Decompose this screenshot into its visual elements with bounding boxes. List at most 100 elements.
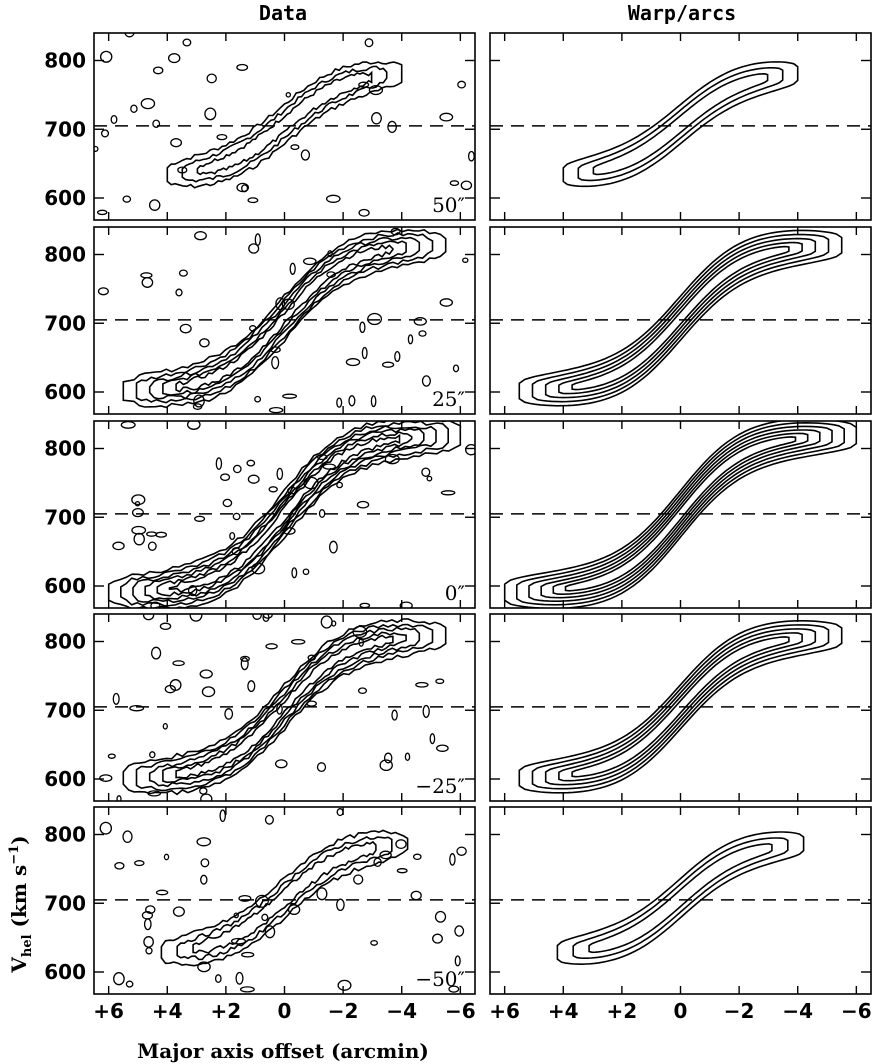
y-tick-label: 700 [44, 698, 86, 722]
noise-contour [134, 860, 145, 867]
noise-contour [130, 104, 138, 113]
contour-level-0 [166, 61, 403, 189]
noise-contour [381, 361, 395, 368]
noise-contour [383, 752, 393, 764]
noise-contour [170, 138, 183, 148]
noise-contour [287, 904, 301, 916]
contour-level-1 [181, 65, 388, 183]
noise-contour [222, 498, 233, 508]
noise-contour [246, 459, 256, 467]
contour-level-4 [571, 245, 790, 391]
noise-contour [262, 614, 273, 619]
noise-contour [252, 614, 262, 620]
noise-contour [432, 933, 443, 944]
x-tick-label: +6 [93, 999, 124, 1023]
noise-contour [456, 846, 467, 856]
noise-contour [140, 272, 153, 279]
contour-level-2 [192, 840, 377, 954]
noise-contour [131, 507, 144, 518]
noise-contour [247, 197, 259, 204]
noise-contour [421, 467, 431, 477]
y-tick-label: 700 [44, 117, 86, 141]
y-tick-label: 700 [44, 505, 86, 529]
noise-contour [439, 298, 454, 307]
noise-contour [422, 704, 430, 718]
noise-contour [113, 972, 125, 986]
noise-contour [320, 615, 333, 629]
x-axis-title: Major axis offset (arcmin) [137, 1039, 429, 1063]
noise-contour [345, 358, 361, 367]
contour-level-1 [577, 67, 784, 182]
noise-contour [224, 708, 234, 720]
noise-contour [358, 637, 365, 647]
noise-contour [99, 50, 113, 63]
noise-contour [229, 531, 236, 541]
noise-contour [247, 680, 256, 693]
noise-contour [182, 38, 192, 47]
noise-contour [379, 850, 392, 860]
contour-level-2 [588, 843, 773, 954]
noise-contour [325, 194, 341, 203]
noise-contour [265, 643, 278, 650]
noise-contour [251, 562, 266, 575]
contour-level-1 [531, 624, 830, 790]
x-tick-label: +4 [152, 999, 183, 1023]
noise-contour [147, 790, 162, 797]
noise-contour [268, 486, 278, 493]
y-tick-label: 700 [44, 891, 86, 915]
noise-contour [129, 704, 145, 712]
noise-contour [367, 312, 383, 326]
x-tick-label: −2 [328, 999, 359, 1023]
noise-contour [395, 839, 407, 850]
noise-contour [327, 250, 333, 258]
contour-level-1 [120, 421, 449, 607]
noise-contour [175, 288, 183, 297]
noise-contour [426, 475, 433, 482]
noise-contour [248, 243, 260, 254]
noise-contour [370, 939, 379, 946]
noise-contour [462, 257, 469, 263]
contour-level-4 [552, 432, 809, 596]
noise-contour [143, 918, 152, 931]
noise-contour [150, 601, 161, 608]
noise-contour [316, 887, 328, 901]
noise-contour [239, 986, 255, 993]
contour-level-1 [572, 837, 789, 959]
contour-level-1 [135, 623, 434, 792]
contour-level-0 [562, 61, 799, 188]
noise-contour [149, 751, 156, 759]
y-tick-label: 600 [44, 186, 86, 210]
contour-level-4 [156, 431, 413, 597]
y-tick-label: 600 [44, 380, 86, 404]
noise-contour [399, 601, 413, 608]
contour-level-1 [135, 231, 434, 404]
noise-contour [454, 925, 465, 937]
noise-contour [116, 795, 122, 801]
noise-contour [148, 199, 161, 211]
panel-data-row-2: 600 700 800 0″ [44, 420, 476, 609]
panel-data-row-3: 600 700 800 −25″ [44, 613, 476, 802]
contour-level-0 [122, 228, 447, 409]
noise-contour [254, 395, 262, 403]
noise-contour [254, 233, 261, 246]
y-tick-label: 600 [44, 960, 86, 984]
noise-contour [336, 898, 345, 912]
noise-contour [289, 262, 296, 275]
noise-contour [303, 476, 319, 490]
x-tick-label: −6 [445, 999, 476, 1023]
y-tick-label: 800 [44, 49, 86, 73]
noise-contour [100, 129, 110, 138]
noise-contour [199, 338, 210, 348]
noise-contour [336, 808, 344, 817]
noise-contour [193, 394, 205, 408]
panel-model-row-4: +6 +4 +2 0 −2 −4 −6 [489, 806, 872, 1023]
noise-contour [155, 531, 168, 538]
noise-contour [197, 961, 211, 973]
noise-contour [352, 625, 368, 639]
contour-level-0 [160, 829, 409, 967]
contour-level-3 [558, 241, 803, 395]
noise-contour [434, 910, 447, 923]
noise-contour [240, 655, 250, 662]
noise-contour [152, 66, 164, 75]
noise-contour [94, 145, 99, 152]
